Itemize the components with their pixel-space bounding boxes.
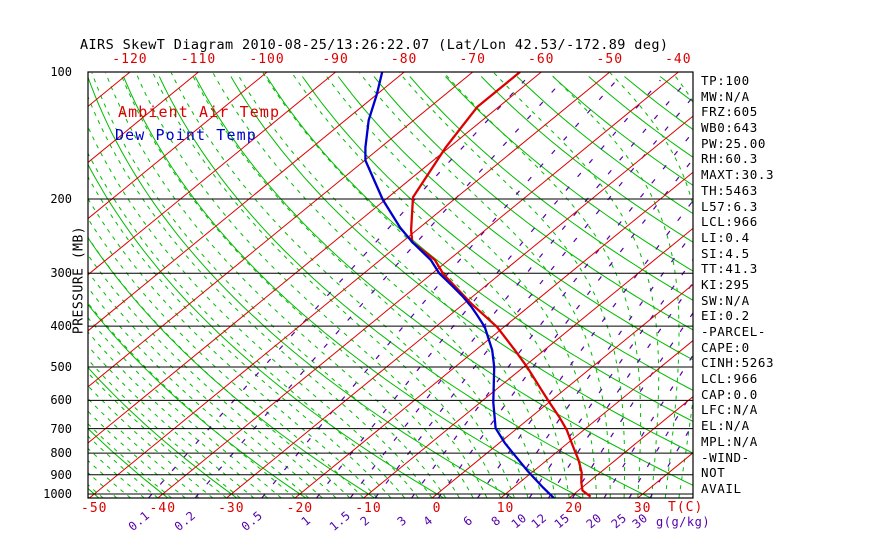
legend-ambient-air-temp: Ambient Air Temp [118, 103, 281, 121]
index-line: TH:5463 [701, 182, 758, 198]
index-line: KI:295 [701, 276, 750, 292]
pressure-tick-label: 600 [50, 393, 72, 408]
index-line: MW:N/A [701, 88, 750, 104]
index-line: -PARCEL- [701, 324, 767, 340]
top-temp-tick: -90 [322, 52, 349, 67]
pressure-tick-label: 700 [50, 421, 72, 436]
index-line: EI:0.2 [701, 308, 750, 324]
top-temp-tick: -50 [596, 52, 624, 67]
bottom-temp-tick: 0 [432, 501, 442, 516]
index-line: WB0:643 [701, 120, 758, 136]
top-temp-tick: -70 [459, 52, 486, 67]
index-line: MAXT:30.3 [701, 167, 775, 183]
indices-panel: TP:100 MW:N/A FRZ:605 WB0:643 PW:25.00 RH:60.… [701, 73, 869, 513]
top-temp-tick: -40 [665, 52, 692, 67]
top-temp-tick: -80 [390, 52, 418, 67]
mixing-unit-label: g(g/kg) [656, 515, 711, 529]
index-line: L57:6.3 [701, 198, 758, 214]
bottom-temp-tick: -10 [355, 501, 382, 516]
top-temp-tick: -100 [249, 52, 285, 67]
index-line: LCL:966 [701, 214, 758, 230]
index-line: TP:100 [701, 73, 750, 88]
bottom-temp-tick: 20 [565, 501, 583, 516]
pressure-tick-label: 100 [50, 65, 72, 79]
pressure-tick-label: 400 [50, 319, 72, 334]
pressure-tick-label: 900 [50, 467, 72, 482]
temp-unit-label: T(C) [668, 500, 704, 515]
pressure-axis-label: PRESSURE (MB) [71, 225, 87, 335]
bottom-temp-tick: -40 [149, 501, 177, 516]
legend-dew-point-temp: Dew Point Temp [115, 126, 257, 144]
index-line: LCL:966 [701, 371, 758, 387]
index-line: CAP:0.0 [701, 386, 758, 402]
index-line: FRZ:605 [701, 104, 758, 120]
index-line: PW:25.00 [701, 135, 767, 151]
index-line: CINH:5263 [701, 355, 775, 371]
bottom-temp-tick: 10 [496, 501, 515, 516]
index-line: TT:41.3 [701, 261, 758, 277]
pressure-tick-label: 500 [50, 359, 72, 374]
index-line: -WIND- [701, 449, 750, 465]
top-temp-tick: -120 [112, 52, 148, 67]
top-temp-tick: -110 [180, 52, 217, 67]
pressure-tick-label: 200 [50, 192, 72, 207]
index-line: RH:60.3 [701, 151, 758, 167]
bottom-temp-tick: -30 [218, 501, 245, 516]
index-line: LI:0.4 [701, 229, 750, 245]
index-line: LFC:N/A [701, 402, 758, 418]
pressure-tick-label: 300 [50, 266, 72, 281]
index-line: MPL:N/A [701, 433, 758, 449]
pressure-tick-label: 800 [50, 446, 72, 461]
index-line: EL:N/A [701, 418, 750, 434]
index-line: SW:N/A [701, 292, 750, 308]
pressure-tick-label: 1000 [43, 487, 72, 501]
index-line: SI:4.5 [701, 245, 750, 261]
bottom-temp-tick: -20 [286, 501, 314, 516]
index-line: NOT [701, 465, 726, 481]
bottom-temp-tick: 30 [633, 501, 652, 516]
top-temp-tick: -60 [528, 52, 555, 67]
bottom-temp-tick: -50 [81, 501, 108, 516]
index-line: CAPE:0 [701, 339, 750, 355]
chart-title: AIRS SkewT Diagram 2010-08-25/13:26:22.0… [80, 37, 669, 53]
index-line: AVAIL [701, 480, 742, 496]
